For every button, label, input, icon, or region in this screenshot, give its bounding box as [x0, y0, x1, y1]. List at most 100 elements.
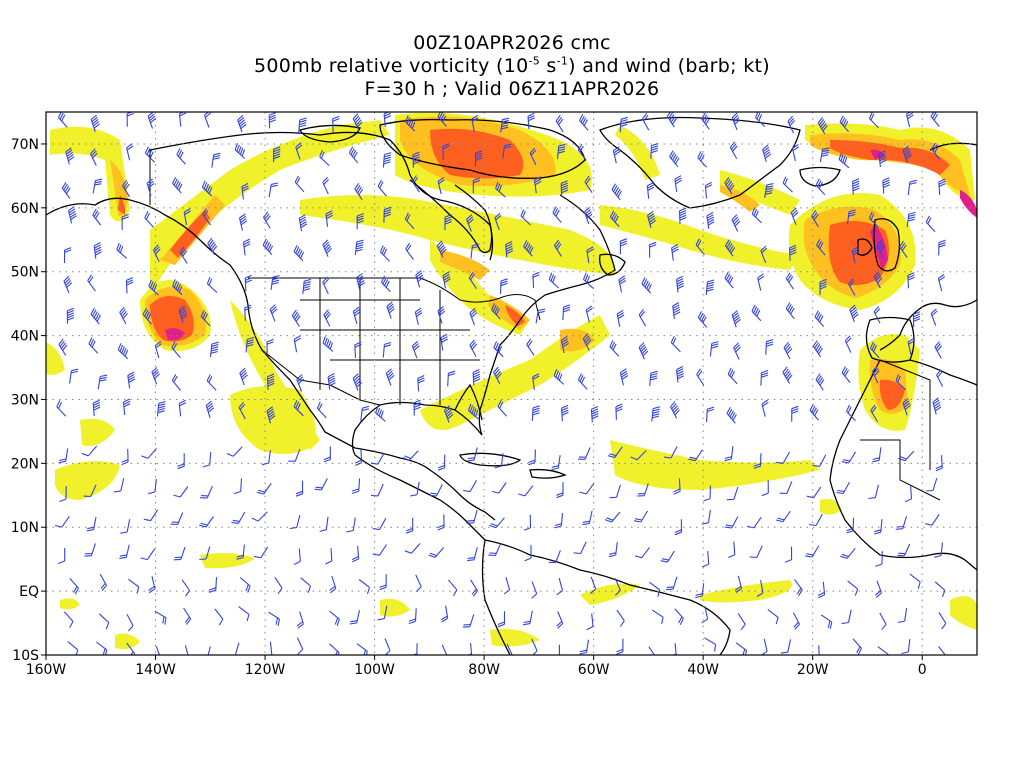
wind-barb [491, 303, 501, 320]
wind-barb [322, 176, 329, 195]
wind-barb [467, 447, 478, 462]
wind-barb [385, 368, 395, 386]
wind-barb [266, 338, 274, 355]
wind-barb [560, 335, 569, 354]
wind-barb [441, 644, 448, 655]
wind-barb [562, 304, 571, 321]
wind-barb [704, 637, 717, 652]
wind-barb [846, 517, 855, 534]
wind-barb [841, 451, 856, 464]
wind-barb [812, 454, 827, 467]
wind-barb [630, 450, 647, 461]
wind-barb [171, 341, 181, 358]
wind-barb [819, 147, 830, 163]
wind-barb [499, 278, 508, 295]
wind-barb [503, 577, 511, 595]
wind-barb [934, 341, 943, 359]
wind-barb [268, 611, 281, 627]
wind-barb [404, 543, 421, 554]
wind-barb [244, 304, 252, 321]
wind-barb [666, 576, 678, 591]
wind-barb [121, 448, 129, 466]
wind-barb [234, 143, 246, 159]
wind-barb [907, 179, 917, 195]
wind-barb [590, 576, 597, 595]
wind-barb [468, 271, 477, 290]
wind-barb [556, 482, 564, 499]
wind-barb [447, 370, 456, 387]
wind-barb [183, 607, 192, 625]
wind-barb [938, 612, 947, 630]
wind-barb [269, 641, 273, 655]
wind-barb [876, 239, 886, 258]
wind-barb [522, 610, 533, 626]
wind-barb [618, 275, 626, 293]
wind-barb [293, 244, 305, 262]
wind-barb [322, 239, 332, 257]
wind-barb [524, 545, 532, 562]
wind-barb [99, 573, 107, 592]
wind-barb [491, 482, 507, 494]
wind-barb [737, 613, 746, 631]
wind-barb [649, 370, 658, 387]
wind-barb [870, 404, 878, 422]
wind-barb [437, 306, 446, 324]
wind-barb [695, 238, 705, 256]
wind-barb [379, 245, 390, 262]
wind-barb [226, 446, 243, 457]
wind-barb [841, 609, 852, 625]
wind-barb [65, 147, 75, 165]
wind-barb [754, 112, 766, 127]
political-borders [149, 150, 941, 501]
wind-barb [676, 366, 685, 383]
wind-barb [724, 271, 734, 289]
wind-barb [142, 308, 153, 325]
wind-barb [936, 369, 944, 387]
wind-barb [535, 308, 546, 324]
wind-barb [263, 211, 271, 229]
wind-barb [938, 239, 946, 256]
wind-barb [472, 368, 481, 386]
wind-barb [325, 548, 333, 565]
wind-barb [88, 337, 99, 354]
wind-barb [702, 551, 710, 568]
wind-barb [116, 243, 127, 259]
wind-barb [868, 112, 879, 129]
wind-barb [897, 543, 911, 557]
wind-barb [442, 143, 450, 160]
wind-barb [495, 181, 506, 198]
wind-barb [442, 271, 451, 289]
wind-barb [298, 117, 307, 133]
wind-barb [899, 240, 908, 258]
y-tick-label: 60N [11, 201, 39, 217]
wind-barb [851, 246, 860, 264]
wind-barb [237, 114, 247, 133]
wind-barb [63, 275, 73, 294]
x-tick-label: 80W [468, 662, 500, 678]
wind-barb [749, 545, 763, 559]
wind-barb [291, 309, 301, 327]
x-tick-label: 140W [135, 662, 176, 678]
wind-barb [125, 277, 134, 294]
wind-barb [354, 341, 362, 358]
wind-barb [437, 177, 445, 195]
wind-barb [616, 309, 625, 327]
wind-barb [609, 210, 620, 227]
wind-barb [879, 612, 887, 631]
wind-barb [323, 446, 331, 463]
x-tick-label: 60W [578, 662, 610, 678]
wind-barb [844, 335, 852, 353]
wind-barb [934, 581, 946, 598]
wind-barb [171, 374, 181, 391]
wind-barb [178, 305, 188, 323]
wind-barb [609, 340, 620, 357]
wind-barb [382, 341, 392, 358]
wind-barb [638, 342, 649, 360]
x-tick-label: 120W [245, 662, 286, 678]
wind-barb [172, 176, 183, 194]
wind-barb [560, 180, 569, 197]
wind-barb [764, 183, 774, 198]
wind-barb [296, 611, 304, 629]
wind-barb [172, 279, 183, 296]
wind-barb [466, 214, 474, 232]
